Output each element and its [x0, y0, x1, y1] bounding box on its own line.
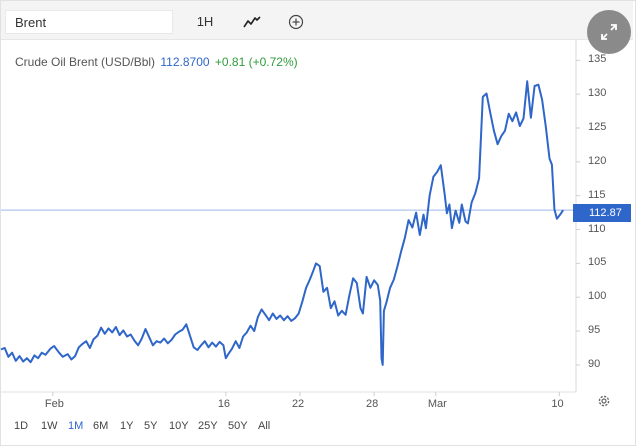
gear-icon[interactable] [597, 394, 611, 413]
toolbar: Brent 1H [1, 1, 633, 40]
y-tick-label: 120 [588, 154, 607, 167]
y-tick-label: 110 [588, 222, 606, 235]
price-series-line [0, 80, 564, 366]
range-button-1w[interactable]: 1W [41, 420, 58, 432]
y-tick-label: 105 [588, 256, 607, 269]
y-tick-label: 100 [588, 290, 607, 303]
y-tick-label: 90 [588, 357, 601, 370]
interval-button[interactable]: 1H [196, 14, 214, 29]
price-change: +0.81 (+0.72%) [214, 55, 298, 69]
range-button-25y[interactable]: 25Y [198, 420, 218, 432]
current-price: 112.8700 [160, 55, 210, 69]
range-button-5y[interactable]: 5Y [144, 420, 158, 432]
y-tick-label: 135 [588, 53, 607, 66]
range-button-all[interactable]: All [258, 420, 271, 432]
x-tick-label: Mar [427, 398, 447, 410]
range-button-10y[interactable]: 10Y [169, 420, 189, 432]
range-button-1d[interactable]: 1D [14, 420, 29, 432]
x-tick-label: 28 [366, 398, 379, 410]
range-button-50y[interactable]: 50Y [228, 420, 248, 432]
x-tick-label: 16 [217, 398, 231, 410]
y-tick-label: 115 [588, 188, 606, 201]
x-tick-label: 10 [551, 398, 564, 410]
x-tick-label: 22 [291, 398, 305, 410]
plus-circle-icon[interactable] [285, 10, 307, 34]
y-tick-label: 95 [588, 324, 601, 337]
instrument-name: Crude Oil Brent (USD/Bbl) [15, 55, 156, 69]
y-tick-label: 130 [588, 87, 607, 100]
range-button-6m[interactable]: 6M [93, 420, 109, 432]
line-chart-icon[interactable] [241, 10, 263, 34]
symbol-search-input[interactable]: Brent [5, 10, 173, 34]
x-tick-label: Feb [44, 398, 64, 410]
expand-button[interactable] [587, 10, 631, 54]
y-tick-label: 125 [588, 121, 607, 133]
range-button-1m[interactable]: 1M [68, 420, 84, 432]
range-button-1y[interactable]: 1Y [120, 420, 134, 432]
expand-arrows-icon [601, 24, 617, 40]
chart-header: Crude Oil Brent (USD/Bbl) 112.8700 +0.81… [15, 55, 298, 69]
current-price-tag: 112.87 [573, 204, 631, 222]
